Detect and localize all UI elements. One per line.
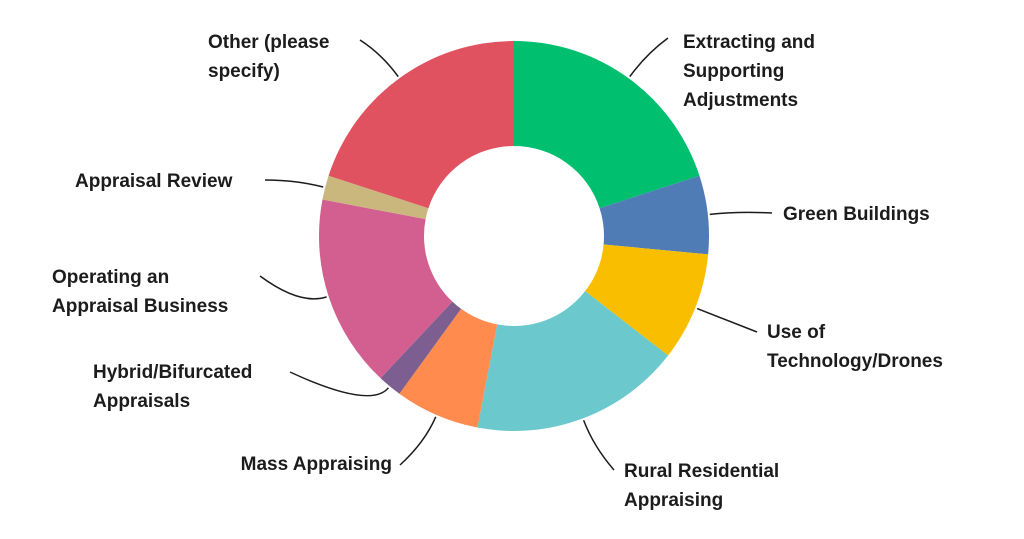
slice-label: Appraisal Review (75, 171, 233, 192)
slice-label: Hybrid/Bifurcated Appraisals (93, 362, 253, 412)
leader-line (696, 307, 758, 333)
slice (328, 40, 514, 209)
leader-line (629, 37, 669, 78)
slice (322, 175, 429, 220)
leader-line (264, 179, 324, 188)
slice (380, 301, 462, 394)
leader-line (259, 275, 327, 300)
slice (585, 244, 709, 356)
slice-label: Use of Technology/Drones (767, 322, 943, 372)
slice-label: Mass Appraising (240, 454, 392, 475)
slice-label: Other (please specify) (208, 32, 330, 82)
slice-label: Rural Residential Appraising (624, 461, 780, 511)
leader-line (399, 416, 437, 466)
slice-label: Green Buildings (783, 204, 930, 225)
slice-label: Operating an Appraisal Business (52, 267, 229, 317)
leader-line (582, 420, 615, 471)
slice (399, 308, 498, 428)
leader-line (289, 371, 390, 397)
slice-label: Extracting and Supporting Adjustments (683, 32, 815, 111)
slice (599, 175, 709, 255)
leader-line (709, 211, 773, 216)
slice (514, 41, 700, 209)
slice (319, 199, 453, 379)
slice (477, 291, 669, 431)
leader-line (359, 39, 399, 78)
